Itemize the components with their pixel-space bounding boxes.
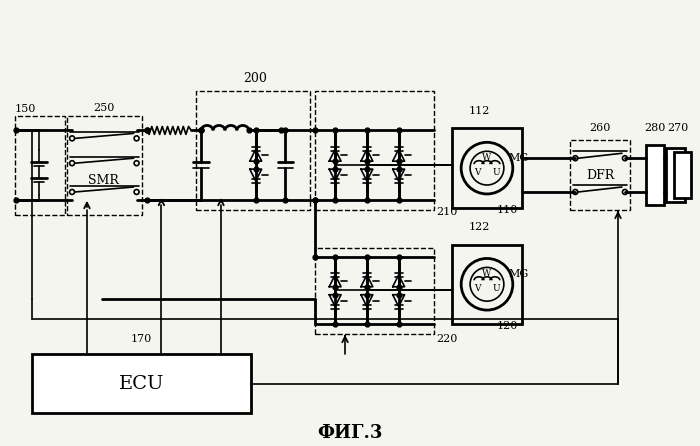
Text: 110: 110 bbox=[497, 205, 518, 215]
Text: W: W bbox=[482, 269, 491, 278]
Text: 150: 150 bbox=[15, 103, 36, 114]
Text: 210: 210 bbox=[436, 207, 458, 217]
Text: 112: 112 bbox=[469, 106, 491, 116]
Text: U: U bbox=[493, 284, 500, 293]
Text: SMR: SMR bbox=[88, 173, 119, 186]
Text: 200: 200 bbox=[243, 72, 267, 85]
Text: MG: MG bbox=[509, 153, 529, 163]
Bar bbox=[67, 116, 141, 215]
Text: 260: 260 bbox=[589, 124, 611, 133]
Text: V: V bbox=[474, 284, 480, 293]
Text: 170: 170 bbox=[131, 334, 152, 344]
Bar bbox=[570, 140, 630, 210]
Text: ФИГ.3: ФИГ.3 bbox=[317, 424, 383, 442]
Bar bbox=[315, 248, 435, 334]
Text: 120: 120 bbox=[497, 321, 518, 331]
Text: 220: 220 bbox=[436, 334, 458, 344]
Text: DFR: DFR bbox=[586, 169, 615, 182]
Bar bbox=[673, 152, 692, 198]
Text: ECU: ECU bbox=[119, 375, 164, 392]
Text: 280: 280 bbox=[644, 124, 666, 133]
Text: 250: 250 bbox=[93, 103, 115, 112]
Bar bbox=[666, 148, 685, 202]
Text: U: U bbox=[493, 168, 500, 177]
Bar bbox=[315, 91, 435, 210]
Text: 270: 270 bbox=[667, 124, 688, 133]
Text: MG: MG bbox=[509, 269, 529, 279]
Bar bbox=[196, 91, 310, 210]
Bar bbox=[452, 128, 522, 208]
Bar bbox=[452, 244, 522, 324]
Text: W: W bbox=[482, 153, 491, 162]
Text: 122: 122 bbox=[469, 222, 491, 232]
Bar bbox=[32, 354, 251, 413]
Bar bbox=[646, 145, 664, 205]
Text: V: V bbox=[474, 168, 480, 177]
Bar bbox=[15, 116, 65, 215]
